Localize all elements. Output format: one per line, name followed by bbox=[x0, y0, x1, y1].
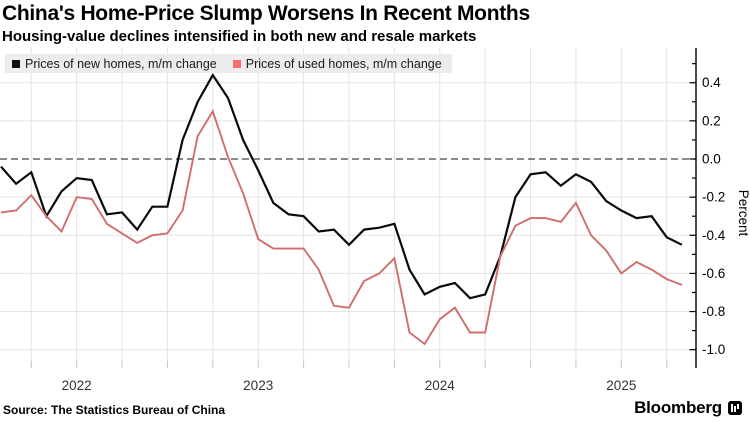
year-label: 2025 bbox=[606, 378, 636, 393]
y-tick-label: -1.0 bbox=[702, 342, 725, 357]
chart-legend: Prices of new homes, m/m change Prices o… bbox=[5, 54, 452, 73]
horizontal-gridlines bbox=[0, 82, 696, 351]
x-axis-year-labels: 2022 2023 2024 2025 bbox=[62, 378, 637, 393]
y-tick-label: -0.8 bbox=[702, 304, 725, 319]
bloomberg-logo: Bloomberg bbox=[634, 398, 742, 418]
y-axis-unit-label: Percent bbox=[736, 190, 750, 237]
year-label: 2024 bbox=[425, 378, 456, 393]
source-note: Source: The Statistics Bureau of China bbox=[3, 403, 226, 417]
series-line-used-homes bbox=[0, 109, 683, 346]
y-tick-label: -0.6 bbox=[702, 266, 725, 281]
chart-title: China's Home-Price Slump Worsens In Rece… bbox=[2, 2, 530, 25]
legend-item-new-homes: Prices of new homes, m/m change bbox=[12, 57, 217, 71]
legend-label-new-homes: Prices of new homes, m/m change bbox=[25, 56, 217, 71]
y-tick-label: 0.2 bbox=[702, 113, 721, 128]
vertical-gridlines bbox=[30, 48, 668, 368]
legend-swatch-used-homes bbox=[232, 59, 241, 68]
y-tick-label: -0.2 bbox=[702, 190, 725, 205]
y-tick-label: -0.4 bbox=[702, 228, 726, 243]
chart-subtitle: Housing-value declines intensified in bo… bbox=[2, 28, 477, 45]
y-tick-label: 0.4 bbox=[702, 75, 721, 90]
year-label: 2022 bbox=[62, 378, 92, 393]
legend-label-used-homes: Prices of used homes, m/m change bbox=[245, 56, 442, 71]
bloomberg-wordmark: Bloomberg bbox=[634, 398, 722, 417]
y-tick-label: 0.0 bbox=[702, 152, 721, 167]
bloomberg-terminal-icon bbox=[728, 401, 742, 415]
legend-swatch-new-homes bbox=[12, 59, 20, 68]
legend-item-used-homes: Prices of used homes, m/m change bbox=[232, 56, 442, 71]
year-label: 2023 bbox=[243, 378, 273, 393]
series-line-new-homes bbox=[0, 72, 683, 300]
y-axis-ticks: 0.4 0.2 0.0 -0.2 -0.4 -0.6 -0.8 -1.0 bbox=[689, 63, 726, 357]
